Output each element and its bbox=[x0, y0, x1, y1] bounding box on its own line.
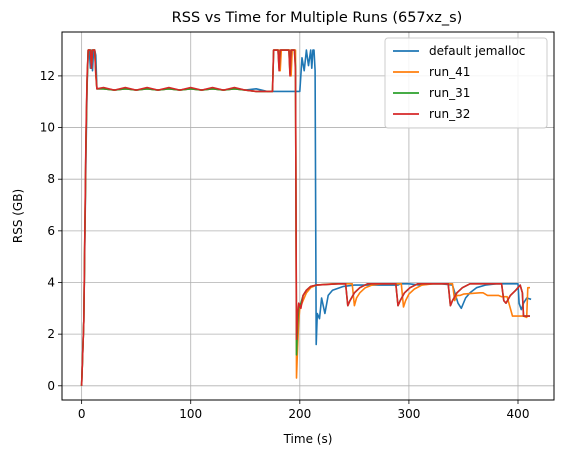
legend-label: default jemalloc bbox=[429, 44, 525, 58]
legend-label: run_31 bbox=[429, 86, 470, 100]
legend-label: run_41 bbox=[429, 65, 470, 79]
x-tick-label: 0 bbox=[78, 407, 86, 421]
x-tick-label: 200 bbox=[288, 407, 311, 421]
chart-title: RSS vs Time for Multiple Runs (657xz_s) bbox=[172, 10, 463, 26]
legend: default jemalloc run_41 run_31 run_32 bbox=[384, 37, 548, 129]
series-lines bbox=[80, 49, 532, 386]
x-tick-label: 400 bbox=[507, 407, 530, 421]
y-axis-label: RSS (GB) bbox=[11, 189, 25, 243]
plot-frame bbox=[61, 31, 555, 401]
y-tick-label: 6 bbox=[47, 224, 55, 238]
x-axis-label: Time (s) bbox=[283, 432, 333, 446]
x-tick-label: 100 bbox=[179, 407, 202, 421]
legend-label: run_32 bbox=[429, 107, 470, 121]
axis-ticks: 0 100 200 300 400 0 2 4 6 8 10 12 bbox=[40, 69, 530, 421]
x-tick-label: 300 bbox=[397, 407, 420, 421]
y-tick-label: 8 bbox=[47, 172, 55, 186]
series-line-run-32 bbox=[80, 49, 530, 386]
legend-box bbox=[384, 37, 548, 129]
y-tick-label: 4 bbox=[47, 275, 55, 289]
y-tick-label: 10 bbox=[40, 121, 55, 135]
y-tick-label: 12 bbox=[40, 69, 55, 83]
y-tick-label: 2 bbox=[47, 327, 55, 341]
y-tick-label: 0 bbox=[47, 379, 55, 393]
